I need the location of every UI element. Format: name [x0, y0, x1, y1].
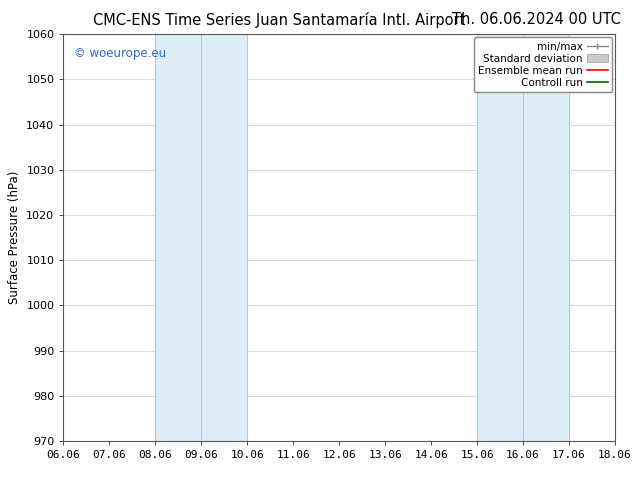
Bar [155, 34, 247, 441]
Text: Th. 06.06.2024 00 UTC: Th. 06.06.2024 00 UTC [453, 12, 621, 27]
Y-axis label: Surface Pressure (hPa): Surface Pressure (hPa) [8, 171, 21, 304]
Bar [477, 34, 569, 441]
Legend: min/max, Standard deviation, Ensemble mean run, Controll run: min/max, Standard deviation, Ensemble me… [474, 37, 612, 92]
Text: © woeurope.eu: © woeurope.eu [74, 47, 167, 59]
Text: CMC-ENS Time Series Juan Santamaría Intl. Airport: CMC-ENS Time Series Juan Santamaría Intl… [93, 12, 465, 28]
